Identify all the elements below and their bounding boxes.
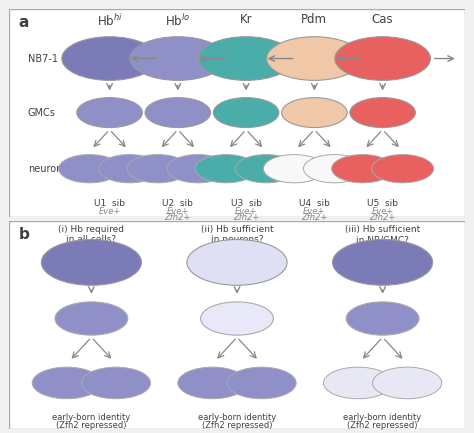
Text: Zfh2+: Zfh2+ xyxy=(233,213,259,223)
Circle shape xyxy=(201,302,273,335)
Text: (Zfh2 repressed): (Zfh2 repressed) xyxy=(347,421,418,430)
Circle shape xyxy=(127,155,189,183)
Text: U1  sib: U1 sib xyxy=(94,199,125,208)
Text: (Zfh2 repressed): (Zfh2 repressed) xyxy=(202,421,272,430)
Circle shape xyxy=(187,239,287,285)
Circle shape xyxy=(333,239,433,285)
Text: U5  sib: U5 sib xyxy=(367,199,398,208)
Circle shape xyxy=(235,155,297,183)
Text: U3  sib: U3 sib xyxy=(230,199,262,208)
Circle shape xyxy=(350,97,415,128)
Text: Pdm: Pdm xyxy=(301,13,328,26)
Circle shape xyxy=(373,367,442,399)
Text: Hb$^{lo}$: Hb$^{lo}$ xyxy=(165,13,191,29)
Circle shape xyxy=(195,155,257,183)
Circle shape xyxy=(335,37,430,81)
FancyBboxPatch shape xyxy=(9,221,465,429)
Text: Eve+: Eve+ xyxy=(167,207,189,216)
Text: U4  sib: U4 sib xyxy=(299,199,330,208)
Circle shape xyxy=(82,367,151,399)
Text: (Zfh2 repressed): (Zfh2 repressed) xyxy=(56,421,127,430)
Text: (ii) Hb sufficient
in neurons?: (ii) Hb sufficient in neurons? xyxy=(201,225,273,244)
Circle shape xyxy=(32,367,101,399)
Circle shape xyxy=(372,155,434,183)
Text: early-born identity: early-born identity xyxy=(198,413,276,422)
FancyBboxPatch shape xyxy=(9,9,465,216)
Text: GMCs: GMCs xyxy=(27,107,55,118)
Circle shape xyxy=(213,97,279,128)
Text: a: a xyxy=(18,15,29,30)
Circle shape xyxy=(77,97,142,128)
Text: Zfh2+: Zfh2+ xyxy=(369,213,396,223)
Text: Eve+: Eve+ xyxy=(99,207,121,216)
Text: early-born identity: early-born identity xyxy=(344,413,422,422)
Circle shape xyxy=(178,367,247,399)
Text: Zfh2+: Zfh2+ xyxy=(301,213,328,223)
Text: early-born identity: early-born identity xyxy=(52,413,130,422)
Text: Cas: Cas xyxy=(372,13,393,26)
Text: (i) Hb required
in all cells?: (i) Hb required in all cells? xyxy=(58,225,124,244)
Circle shape xyxy=(264,155,325,183)
Circle shape xyxy=(303,155,365,183)
Text: Eve+: Eve+ xyxy=(372,207,394,216)
Circle shape xyxy=(167,155,229,183)
Text: neurons: neurons xyxy=(27,164,67,174)
Text: Eve+: Eve+ xyxy=(303,207,326,216)
Text: b: b xyxy=(18,227,29,242)
Circle shape xyxy=(227,367,296,399)
Circle shape xyxy=(346,302,419,335)
Text: Kr: Kr xyxy=(240,13,253,26)
Text: NB7-1: NB7-1 xyxy=(27,54,58,64)
Circle shape xyxy=(62,37,157,81)
Circle shape xyxy=(41,239,141,285)
Text: Eve+: Eve+ xyxy=(235,207,257,216)
Circle shape xyxy=(323,367,392,399)
Circle shape xyxy=(332,155,393,183)
Circle shape xyxy=(55,302,128,335)
Circle shape xyxy=(198,37,294,81)
Circle shape xyxy=(282,97,347,128)
Circle shape xyxy=(59,155,120,183)
Circle shape xyxy=(266,37,362,81)
Text: Hb$^{hi}$: Hb$^{hi}$ xyxy=(97,13,122,29)
Circle shape xyxy=(130,37,226,81)
Text: (iii) Hb sufficient
in NB/GMC?: (iii) Hb sufficient in NB/GMC? xyxy=(345,225,420,244)
Circle shape xyxy=(145,97,210,128)
Text: U2  sib: U2 sib xyxy=(163,199,193,208)
Circle shape xyxy=(99,155,161,183)
Text: Zfh2+: Zfh2+ xyxy=(164,213,191,223)
